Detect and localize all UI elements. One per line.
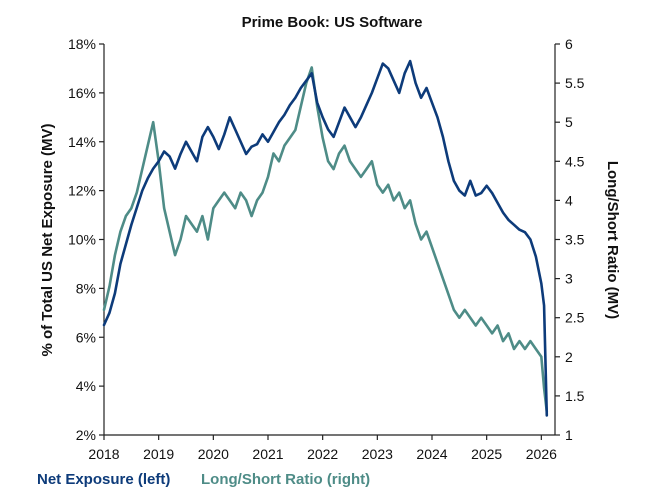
x-tick-label: 2022 bbox=[307, 446, 338, 462]
right-y-tick-label: 1 bbox=[565, 427, 573, 443]
left-y-tick-label: 18% bbox=[68, 36, 96, 52]
right-y-tick-label: 5 bbox=[565, 114, 573, 130]
x-tick-label: 2020 bbox=[198, 446, 229, 462]
x-tick-label: 2026 bbox=[526, 446, 557, 462]
left-y-tick-label: 8% bbox=[76, 280, 96, 296]
legend-long-short: Long/Short Ratio (right) bbox=[201, 471, 370, 488]
left-y-tick-label: 4% bbox=[76, 378, 96, 394]
right-y-tick-label: 4 bbox=[565, 192, 573, 208]
left-axis-title: % of Total US Net Exposure (MV) bbox=[39, 123, 56, 356]
right-axis-title: Long/Short Ratio (MV) bbox=[604, 161, 621, 319]
x-tick-label: 2019 bbox=[143, 446, 174, 462]
right-y-tick-label: 6 bbox=[565, 36, 573, 52]
x-tick-label: 2018 bbox=[88, 446, 119, 462]
left-y-tick-label: 10% bbox=[68, 232, 96, 248]
x-tick-label: 2024 bbox=[416, 446, 447, 462]
legend-net-exposure: Net Exposure (left) bbox=[37, 471, 170, 488]
right-y-tick-label: 2 bbox=[565, 349, 573, 365]
right-y-tick-label: 1.5 bbox=[565, 388, 585, 404]
left-y-tick-label: 12% bbox=[68, 183, 96, 199]
series-net-exposure-line bbox=[102, 59, 549, 417]
left-y-tick-label: 2% bbox=[76, 427, 96, 443]
right-y-tick-label: 3 bbox=[565, 271, 573, 287]
x-tick-label: 2023 bbox=[362, 446, 393, 462]
right-y-tick-label: 3.5 bbox=[565, 232, 585, 248]
right-y-tick-label: 2.5 bbox=[565, 310, 585, 326]
series-long-short-line bbox=[102, 66, 549, 413]
ticks-layer: 2018 2019 2020 2021 2022 2023 2024 2025 2026 2% 4%… bbox=[68, 36, 585, 462]
chart-title: Prime Book: US Software bbox=[242, 14, 423, 31]
right-y-tick-label: 4.5 bbox=[565, 153, 585, 169]
x-tick-label: 2025 bbox=[471, 446, 502, 462]
x-tick-label: 2021 bbox=[252, 446, 283, 462]
series-layer bbox=[102, 59, 549, 417]
left-y-tick-label: 6% bbox=[76, 329, 96, 345]
left-y-tick-label: 16% bbox=[68, 85, 96, 101]
right-y-tick-label: 5.5 bbox=[565, 75, 585, 91]
left-y-tick-label: 14% bbox=[68, 134, 96, 150]
